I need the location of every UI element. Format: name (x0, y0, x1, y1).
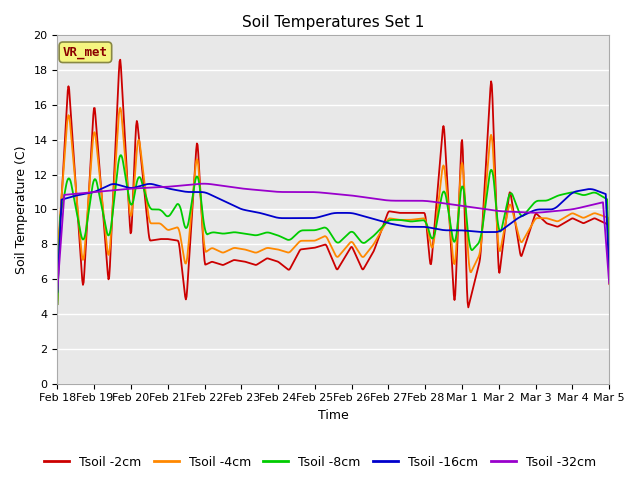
Line: Tsoil -8cm: Tsoil -8cm (58, 155, 609, 304)
Tsoil -8cm (605, 266, 613, 272)
Tsoil -16cm (88, 190, 95, 195)
Tsoil -8cm (88, 191, 95, 197)
Tsoil -8cm (529, 201, 537, 207)
Tsoil -8cm (389, 217, 397, 223)
Tsoil -4cm (374, 233, 382, 239)
Tsoil -16cm (54, 289, 61, 295)
Y-axis label: Soil Temperature (C): Soil Temperature (C) (15, 145, 28, 274)
Tsoil -4cm (54, 297, 61, 302)
Tsoil -16cm (146, 181, 154, 187)
Tsoil -4cm (406, 217, 413, 223)
Tsoil -2cm (374, 235, 382, 241)
Tsoil -2cm (54, 301, 61, 307)
Line: Tsoil -32cm: Tsoil -32cm (58, 184, 609, 289)
Tsoil -4cm (389, 216, 397, 222)
Tsoil -32cm (529, 210, 537, 216)
Tsoil -32cm (473, 205, 481, 211)
Tsoil -16cm (529, 208, 537, 214)
Tsoil -2cm (116, 57, 124, 62)
Tsoil -8cm (406, 218, 413, 224)
Line: Tsoil -16cm: Tsoil -16cm (58, 184, 609, 292)
Tsoil -32cm (406, 198, 413, 204)
Tsoil -16cm (473, 229, 481, 235)
Tsoil -8cm (473, 242, 481, 248)
Tsoil -4cm (605, 281, 613, 287)
Tsoil -2cm (406, 210, 413, 216)
Tsoil -16cm (374, 217, 382, 223)
Tsoil -2cm (530, 215, 538, 221)
Tsoil -8cm (117, 152, 125, 158)
X-axis label: Time: Time (318, 409, 349, 422)
Tsoil -32cm (88, 190, 95, 195)
Tsoil -4cm (473, 258, 481, 264)
Tsoil -32cm (54, 287, 61, 292)
Tsoil -16cm (605, 271, 613, 276)
Line: Tsoil -4cm: Tsoil -4cm (58, 108, 609, 300)
Tsoil -8cm (54, 301, 61, 307)
Tsoil -2cm (389, 209, 397, 215)
Tsoil -2cm (465, 304, 472, 310)
Tsoil -16cm (389, 221, 397, 227)
Tsoil -4cm (88, 159, 95, 165)
Tsoil -2cm (474, 268, 481, 274)
Title: Soil Temperatures Set 1: Soil Temperatures Set 1 (242, 15, 424, 30)
Tsoil -2cm (605, 275, 613, 281)
Line: Tsoil -2cm: Tsoil -2cm (58, 60, 609, 307)
Tsoil -2cm (88, 148, 95, 154)
Tsoil -4cm (529, 219, 537, 225)
Tsoil -16cm (406, 224, 413, 230)
Tsoil -32cm (605, 280, 613, 286)
Tsoil -32cm (200, 181, 207, 187)
Tsoil -32cm (389, 198, 397, 204)
Legend: Tsoil -2cm, Tsoil -4cm, Tsoil -8cm, Tsoil -16cm, Tsoil -32cm: Tsoil -2cm, Tsoil -4cm, Tsoil -8cm, Tsoi… (39, 451, 601, 474)
Tsoil -4cm (116, 105, 124, 111)
Tsoil -32cm (374, 196, 382, 202)
Text: VR_met: VR_met (63, 46, 108, 59)
Tsoil -8cm (374, 228, 382, 234)
